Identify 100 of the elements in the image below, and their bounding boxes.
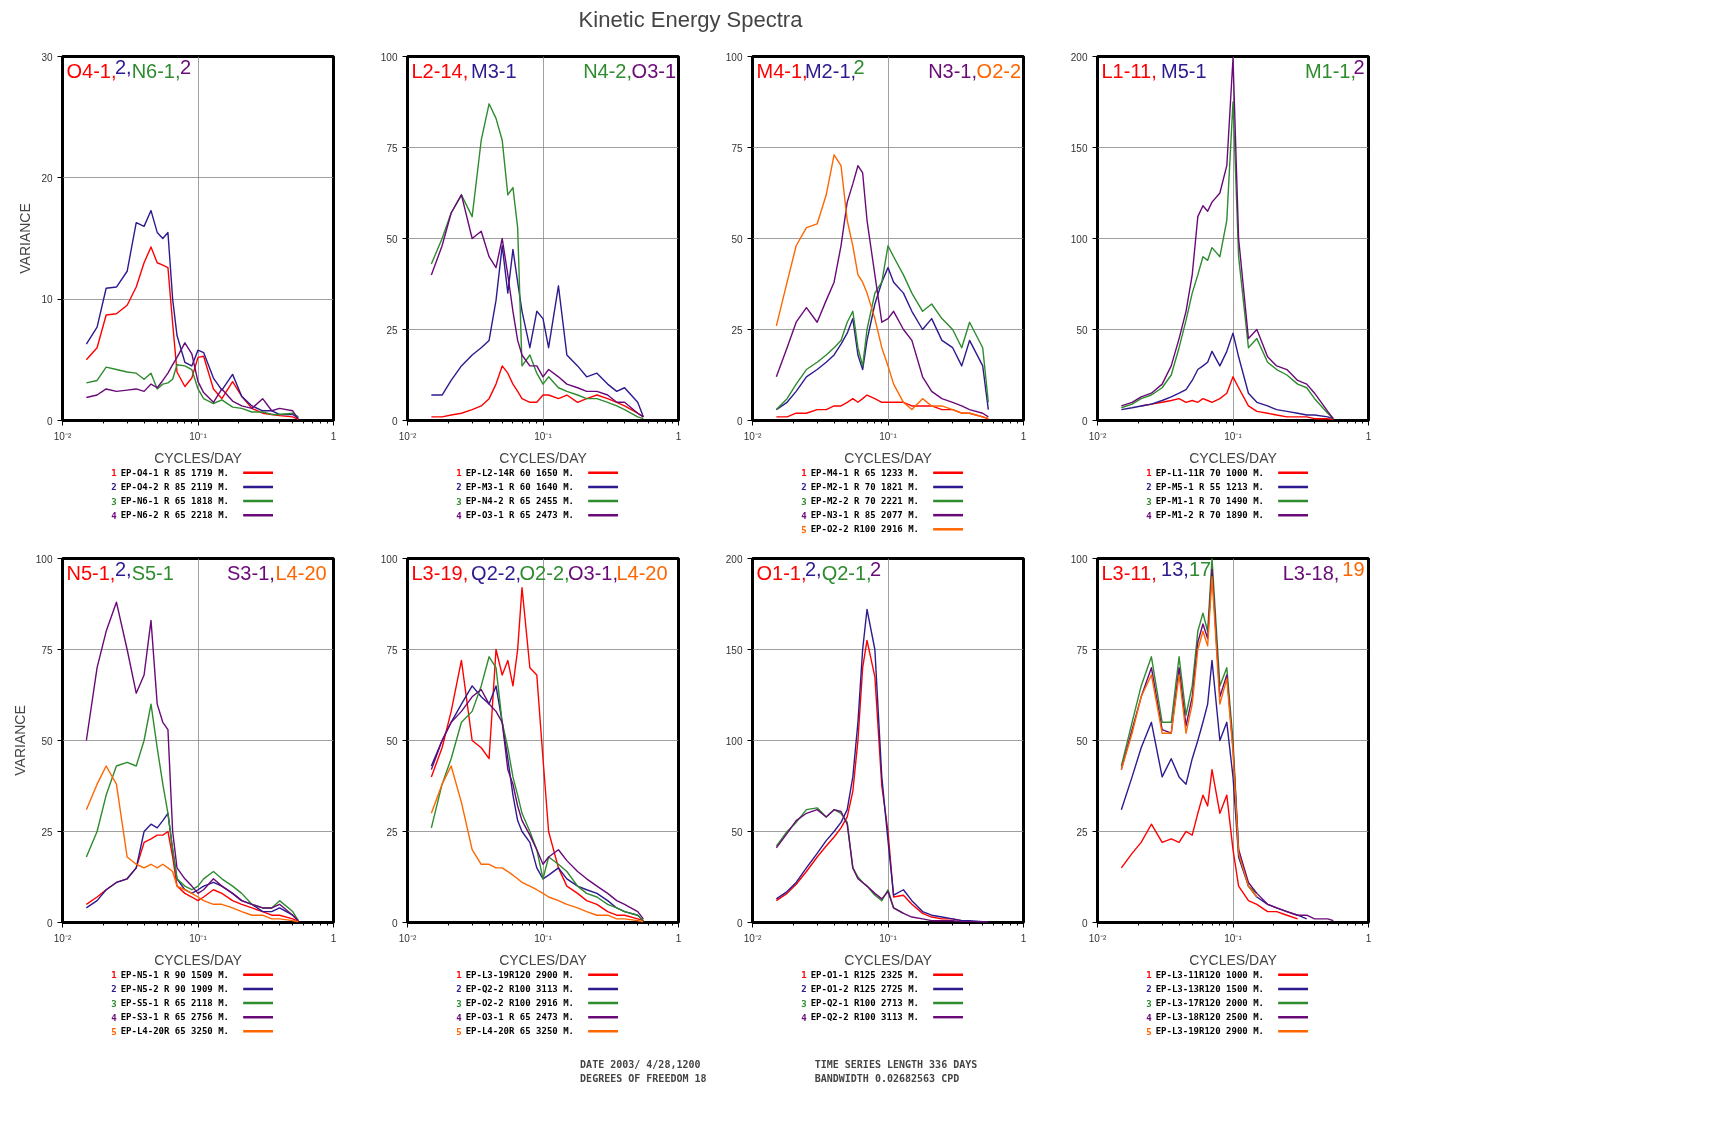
legend-label: 2 EP-M5-1 R 55 1213 M.: [1146, 481, 1264, 493]
y-axis-title: VARIANCE: [17, 203, 34, 274]
legend-label: 4 EP-N3-1 R 85 2077 M.: [801, 510, 919, 521]
legend-label: 1 EP-L2-14R 60 1650 M.: [456, 467, 574, 479]
y-tick-label: 100: [380, 51, 398, 63]
legend-label: 3 EP-M2-2 R 70 2221 M.: [801, 496, 919, 507]
x-tick-label: 1: [1020, 430, 1027, 442]
legend-label: 1 EP-L3-11R120 1000 M.: [1146, 969, 1264, 981]
legend-label: 2 EP-Q2-2 R100 3113 M.: [456, 983, 574, 995]
x-tick-label: 1: [330, 430, 337, 442]
chart-title: O4-1,2,N6-1,2: [66, 55, 192, 82]
legend-label: 4 EP-S3-1 R 65 2756 M.: [111, 1012, 229, 1023]
y-tick-label: 75: [386, 142, 398, 154]
y-tick-label: 0: [736, 415, 743, 427]
chart-title: N5-1,2,S5-1: [66, 557, 174, 584]
y-tick-label: 100: [380, 553, 398, 565]
legend-label: 2 EP-L3-13R120 1500 M.: [1146, 983, 1264, 995]
y-tick-label: 0: [46, 415, 53, 427]
text: TIME SERIES LENGTH 336 DAYS: [814, 1059, 978, 1071]
y-tick-label: 50: [1076, 735, 1088, 747]
x-axis-title: CYCLES/DAY: [499, 449, 588, 466]
x-tick-label: 1: [675, 932, 682, 944]
y-tick-label: 10: [41, 294, 53, 306]
y-tick-label: 25: [41, 826, 53, 838]
legend-label: 1 EP-L1-11R 70 1000 M.: [1146, 467, 1264, 479]
legend-label: 5 EP-L3-19R120 2900 M.: [1146, 1026, 1264, 1037]
y-tick-label: 25: [386, 324, 398, 336]
y-tick-label: 150: [725, 644, 743, 656]
text: Kinetic Energy Spectra: [578, 6, 804, 32]
y-tick-label: 75: [1076, 644, 1088, 656]
text: BANDWIDTH 0.02682563 CPD: [814, 1072, 960, 1084]
chart-title: L3-19,Q2-2,O2-2,O3-1,L4-20: [411, 561, 668, 584]
x-tick-label: 10⁻¹: [534, 932, 553, 944]
chart-title: L3-11,13,17: [1101, 557, 1212, 584]
legend-label: 2 EP-M3-1 R 60 1640 M.: [456, 481, 574, 493]
chart-title: L2-14,M3-1: [411, 59, 517, 82]
x-tick-label: 10⁻¹: [879, 932, 898, 944]
y-tick-label: 20: [41, 172, 53, 184]
legend-label: 1 EP-O1-1 R125 2325 M.: [801, 969, 919, 981]
x-tick-label: 10⁻²: [53, 932, 72, 944]
y-tick-label: 75: [731, 142, 743, 154]
x-tick-label: 10⁻²: [743, 430, 762, 442]
legend-label: 3 EP-O2-2 R100 2916 M.: [456, 998, 574, 1009]
legend-label: 5 EP-L4-20R 65 3250 M.: [456, 1026, 574, 1037]
legend-label: 3 EP-N6-1 R 65 1818 M.: [111, 496, 229, 507]
chart-subtitle: L3-18,19: [1282, 557, 1365, 584]
x-tick-label: 1: [330, 932, 337, 944]
legend-label: 1 EP-O4-1 R 85 1719 M.: [111, 467, 229, 479]
x-tick-label: 10⁻¹: [189, 430, 208, 442]
chart-subtitle: N4-2,O3-1: [583, 59, 677, 82]
x-axis-title: CYCLES/DAY: [1189, 449, 1278, 466]
x-axis-title: CYCLES/DAY: [154, 951, 243, 968]
y-tick-label: 200: [1070, 51, 1088, 63]
legend-label: 2 EP-N5-2 R 90 1909 M.: [111, 983, 229, 995]
y-tick-label: 25: [731, 324, 743, 336]
y-tick-label: 0: [736, 917, 743, 929]
chart-subtitle: S3-1,L4-20: [227, 561, 327, 584]
chart-title: O1-1,2,Q2-1,2: [756, 557, 882, 584]
legend-label: 3 EP-M1-1 R 70 1490 M.: [1146, 496, 1264, 507]
legend-label: 4 EP-L3-18R120 2500 M.: [1146, 1012, 1264, 1023]
x-tick-label: 10⁻²: [1088, 932, 1107, 944]
legend-label: 3 EP-N4-2 R 65 2455 M.: [456, 496, 574, 507]
y-tick-label: 50: [386, 233, 398, 245]
y-tick-label: 50: [41, 735, 53, 747]
y-tick-label: 75: [41, 644, 53, 656]
y-tick-label: 0: [391, 415, 398, 427]
legend-label: 2 EP-O4-2 R 85 2119 M.: [111, 481, 229, 493]
legend-label: 1 EP-N5-1 R 90 1509 M.: [111, 969, 229, 981]
legend-label: 4 EP-O3-1 R 65 2473 M.: [456, 510, 574, 521]
y-tick-label: 50: [731, 826, 743, 838]
x-axis-title: CYCLES/DAY: [1189, 951, 1278, 968]
y-tick-label: 0: [46, 917, 53, 929]
legend-label: 1 EP-L3-19R120 2900 M.: [456, 969, 574, 981]
y-tick-label: 50: [1076, 324, 1088, 336]
legend-label: 5 EP-L4-20R 65 3250 M.: [111, 1026, 229, 1037]
y-tick-label: 200: [725, 553, 743, 565]
y-tick-label: 25: [386, 826, 398, 838]
x-tick-label: 10⁻¹: [189, 932, 208, 944]
y-tick-label: 100: [725, 735, 743, 747]
x-tick-label: 10⁻¹: [534, 430, 553, 442]
y-tick-label: 100: [35, 553, 53, 565]
x-axis-title: CYCLES/DAY: [844, 449, 933, 466]
text: DEGREES OF FREEDOM 18: [580, 1072, 707, 1084]
x-tick-label: 1: [675, 430, 682, 442]
x-axis-title: CYCLES/DAY: [499, 951, 588, 968]
legend-label: 4 EP-M1-2 R 70 1890 M.: [1146, 510, 1264, 521]
y-tick-label: 150: [1070, 142, 1088, 154]
y-tick-label: 50: [731, 233, 743, 245]
y-tick-label: 0: [1081, 415, 1088, 427]
x-tick-label: 10⁻¹: [879, 430, 898, 442]
legend-label: 2 EP-M2-1 R 70 1821 M.: [801, 481, 919, 493]
y-tick-label: 0: [1081, 917, 1088, 929]
legend-label: 3 EP-Q2-1 R100 2713 M.: [801, 998, 919, 1009]
x-tick-label: 10⁻²: [743, 932, 762, 944]
y-tick-label: 30: [41, 51, 53, 63]
chart-subtitle: M1-1,2: [1304, 55, 1365, 82]
chart-title: M4-1,M2-1,2: [756, 55, 865, 82]
legend-label: 4 EP-O3-1 R 65 2473 M.: [456, 1012, 574, 1023]
x-tick-label: 1: [1365, 430, 1372, 442]
x-tick-label: 10⁻¹: [1224, 430, 1243, 442]
